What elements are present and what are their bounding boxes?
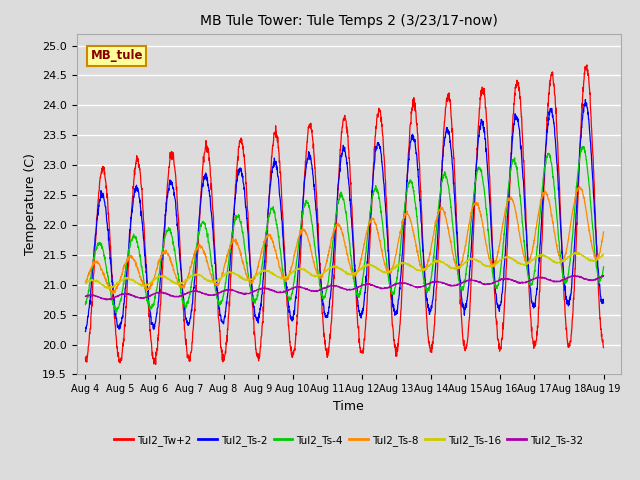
Tul2_Tw+2: [320, 334, 328, 339]
Tul2_Tw+2: [585, 82, 593, 87]
Tul2_Ts-2: [81, 329, 89, 335]
Tul2_Ts-32: [600, 273, 607, 279]
Line: Tul2_Ts-32: Tul2_Ts-32: [85, 276, 604, 300]
Tul2_Tw+2: [334, 193, 342, 199]
Tul2_Ts-4: [490, 276, 497, 282]
Tul2_Ts-8: [108, 288, 116, 294]
Tul2_Tw+2: [490, 267, 497, 273]
Tul2_Ts-4: [320, 293, 328, 299]
Tul2_Ts-32: [570, 273, 578, 278]
Tul2_Ts-8: [320, 269, 328, 275]
Tul2_Ts-32: [334, 284, 342, 289]
Tul2_Ts-8: [334, 222, 342, 228]
Tul2_Ts-4: [108, 297, 116, 303]
Tul2_Tw+2: [108, 273, 116, 279]
Tul2_Tw+2: [81, 355, 89, 361]
X-axis label: Time: Time: [333, 400, 364, 413]
Title: MB Tule Tower: Tule Temps 2 (3/23/17-now): MB Tule Tower: Tule Temps 2 (3/23/17-now…: [200, 14, 498, 28]
Tul2_Ts-8: [575, 184, 583, 190]
Tul2_Ts-2: [582, 96, 589, 102]
Tul2_Ts-16: [600, 251, 607, 257]
Tul2_Ts-32: [585, 277, 593, 283]
Tul2_Ts-16: [574, 249, 582, 255]
Tul2_Ts-2: [585, 116, 593, 122]
Tul2_Ts-16: [320, 270, 328, 276]
Text: MB_tule: MB_tule: [90, 49, 143, 62]
Tul2_Ts-16: [81, 280, 89, 286]
Tul2_Tw+2: [600, 345, 607, 350]
Tul2_Ts-2: [585, 116, 593, 122]
Tul2_Ts-32: [585, 277, 593, 283]
Tul2_Ts-32: [490, 279, 497, 285]
Tul2_Ts-16: [490, 263, 497, 268]
Tul2_Ts-4: [600, 264, 607, 270]
Tul2_Ts-8: [81, 279, 89, 285]
Tul2_Ts-4: [81, 302, 89, 308]
Tul2_Ts-16: [105, 286, 113, 291]
Tul2_Ts-8: [585, 228, 593, 233]
Line: Tul2_Ts-2: Tul2_Ts-2: [85, 99, 604, 332]
Tul2_Ts-8: [490, 262, 497, 267]
Tul2_Ts-32: [108, 295, 116, 301]
Tul2_Ts-4: [585, 180, 593, 185]
Tul2_Ts-8: [600, 229, 607, 235]
Tul2_Ts-2: [490, 258, 497, 264]
Tul2_Ts-2: [333, 196, 341, 202]
Tul2_Ts-32: [81, 294, 89, 300]
Tul2_Ts-4: [585, 181, 593, 187]
Tul2_Ts-2: [108, 274, 116, 280]
Tul2_Ts-32: [104, 297, 111, 303]
Line: Tul2_Ts-4: Tul2_Ts-4: [85, 146, 604, 312]
Tul2_Tw+2: [585, 77, 593, 83]
Tul2_Ts-16: [334, 265, 342, 271]
Tul2_Ts-8: [109, 291, 117, 297]
Tul2_Tw+2: [152, 361, 159, 367]
Tul2_Ts-8: [585, 224, 593, 230]
Tul2_Ts-4: [112, 310, 120, 315]
Line: Tul2_Tw+2: Tul2_Tw+2: [85, 65, 604, 364]
Legend: Tul2_Tw+2, Tul2_Ts-2, Tul2_Ts-4, Tul2_Ts-8, Tul2_Ts-16, Tul2_Ts-32: Tul2_Tw+2, Tul2_Ts-2, Tul2_Ts-4, Tul2_Ts…: [110, 431, 588, 450]
Tul2_Ts-32: [320, 286, 328, 291]
Y-axis label: Temperature (C): Temperature (C): [24, 153, 36, 255]
Tul2_Tw+2: [583, 62, 591, 68]
Line: Tul2_Ts-8: Tul2_Ts-8: [85, 187, 604, 294]
Tul2_Ts-16: [585, 257, 593, 263]
Line: Tul2_Ts-16: Tul2_Ts-16: [85, 252, 604, 288]
Tul2_Ts-2: [600, 300, 607, 306]
Tul2_Ts-4: [579, 144, 586, 149]
Tul2_Ts-2: [320, 302, 328, 308]
Tul2_Ts-16: [108, 284, 116, 290]
Tul2_Ts-16: [585, 258, 593, 264]
Tul2_Ts-4: [334, 200, 342, 206]
